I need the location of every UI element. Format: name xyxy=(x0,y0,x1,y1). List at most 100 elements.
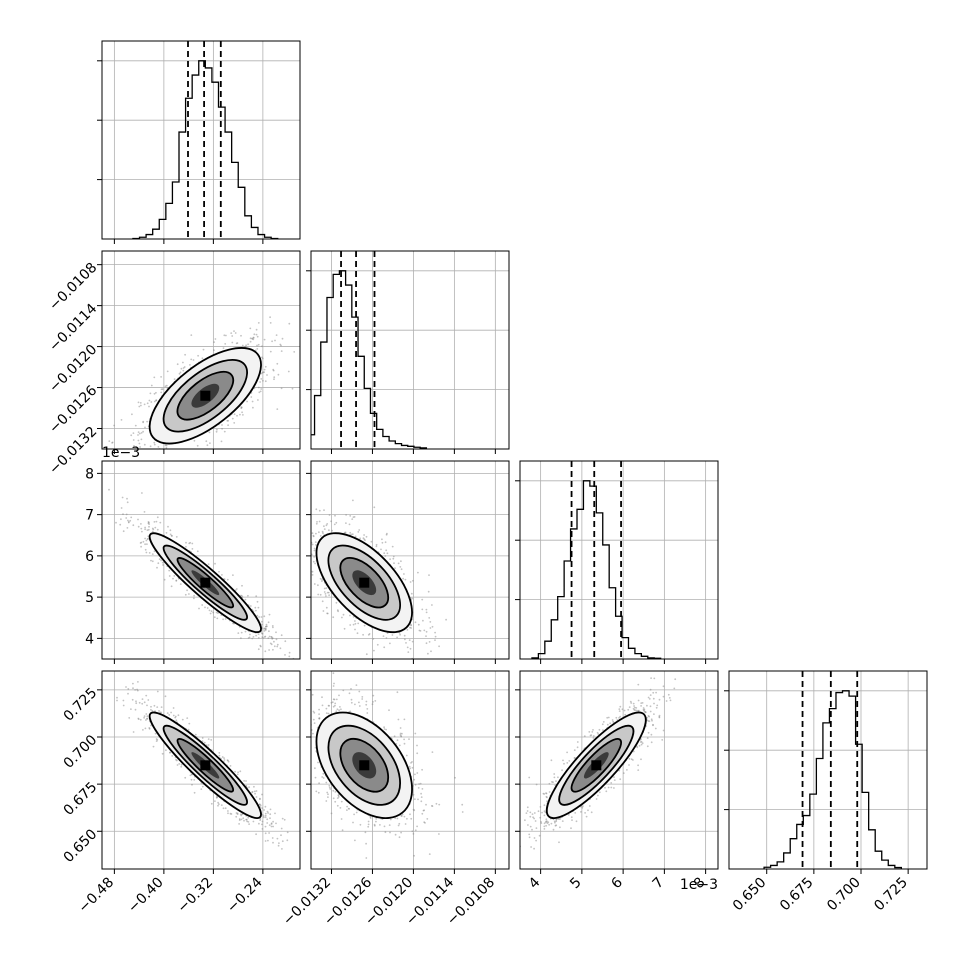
scatter-point xyxy=(245,344,248,347)
scatter-point xyxy=(362,633,364,636)
scatter-point xyxy=(428,617,431,619)
scatter-point xyxy=(294,667,296,669)
scatter-point xyxy=(393,735,396,738)
scatter-point xyxy=(307,568,309,570)
scatter-point xyxy=(166,370,169,373)
scatter-point xyxy=(143,443,146,446)
scatter-point xyxy=(115,521,117,524)
scatter-point xyxy=(280,827,283,830)
scatter-point xyxy=(184,776,187,779)
scatter-point xyxy=(321,578,324,581)
scatter-point xyxy=(155,520,158,523)
scatter-point xyxy=(326,523,329,525)
scatter-point xyxy=(349,614,351,617)
scatter-point xyxy=(146,538,149,540)
scatter-point xyxy=(216,617,219,620)
scatter-point xyxy=(325,606,328,609)
scatter-point xyxy=(288,322,291,325)
scatter-point xyxy=(314,541,317,543)
scatter-point xyxy=(122,530,125,533)
scatter-point xyxy=(325,707,328,710)
scatter-point xyxy=(178,372,181,375)
scatter-point xyxy=(421,608,424,611)
scatter-point xyxy=(120,507,123,509)
scatter-point xyxy=(138,405,141,408)
scatter-point xyxy=(127,688,130,690)
scatter-point xyxy=(298,528,300,530)
scatter-point xyxy=(318,531,320,534)
scatter-point xyxy=(309,552,311,554)
scatter-point xyxy=(170,585,173,588)
scatter-point xyxy=(306,789,308,791)
scatter-point xyxy=(141,492,143,494)
x-tick-label: −0.48 xyxy=(76,875,118,917)
scatter-point xyxy=(133,445,135,447)
scatter-point xyxy=(139,402,142,404)
axes-frame xyxy=(101,460,301,660)
scatter-point xyxy=(384,541,387,544)
scatter-point xyxy=(403,573,405,575)
scatter-point xyxy=(224,807,227,810)
scatter-point xyxy=(318,782,320,785)
scatter-point xyxy=(261,807,264,810)
scatter-point xyxy=(188,593,190,595)
scatter-point xyxy=(336,609,339,612)
scatter-point xyxy=(153,392,156,395)
scatter-point xyxy=(294,546,296,548)
scatter-point xyxy=(429,627,432,629)
scatter-point xyxy=(287,370,290,373)
scatter-point xyxy=(280,387,283,390)
scatter-point xyxy=(214,562,216,565)
scatter-point xyxy=(148,525,150,528)
scatter-point xyxy=(233,422,236,424)
scatter-point xyxy=(313,547,316,550)
density-peak xyxy=(200,390,211,401)
scatter-point xyxy=(255,790,258,792)
scatter-point xyxy=(166,451,168,453)
scatter-point xyxy=(275,638,278,641)
scatter-point xyxy=(147,699,150,701)
scatter-point xyxy=(405,754,408,757)
scatter-point xyxy=(383,726,385,729)
axes-frame xyxy=(101,670,301,870)
scatter-point xyxy=(161,561,164,564)
scatter-point xyxy=(244,598,247,601)
scatter-point xyxy=(272,820,274,823)
scatter-point xyxy=(263,627,266,630)
scatter-point xyxy=(179,371,182,374)
scatter-point xyxy=(98,510,100,512)
scatter-point xyxy=(431,751,434,753)
scatter-point xyxy=(349,515,352,517)
scatter-point xyxy=(148,727,151,730)
scatter-point xyxy=(311,570,314,573)
scatter-point xyxy=(345,514,347,516)
scatter-point xyxy=(264,814,267,817)
scatter-point xyxy=(410,592,413,595)
scatter-point xyxy=(341,616,343,619)
scatter-point xyxy=(315,544,317,546)
scatter-point xyxy=(157,562,160,565)
scatter-point xyxy=(265,623,268,626)
scatter-point xyxy=(318,509,321,512)
scatter-point xyxy=(308,553,310,555)
scatter-point xyxy=(403,634,406,637)
scatter-point xyxy=(352,616,355,618)
x-tick-label: −0.24 xyxy=(224,874,266,916)
scatter-point xyxy=(140,545,143,548)
scatter-point xyxy=(323,525,325,528)
scatter-point xyxy=(266,374,268,376)
scatter-point xyxy=(191,783,193,786)
scatter-point xyxy=(125,517,128,519)
scatter-point xyxy=(136,469,138,471)
scatter-point xyxy=(321,696,323,699)
scatter-point xyxy=(412,833,415,835)
scatter-point xyxy=(130,516,133,519)
scatter-point xyxy=(273,378,275,381)
scatter-point xyxy=(244,630,247,633)
scatter-point xyxy=(232,574,234,576)
scatter-point xyxy=(332,797,335,800)
scatter-point xyxy=(358,705,361,707)
scatter-point xyxy=(190,469,192,471)
scatter-point xyxy=(240,406,243,409)
scatter-point xyxy=(411,640,414,643)
